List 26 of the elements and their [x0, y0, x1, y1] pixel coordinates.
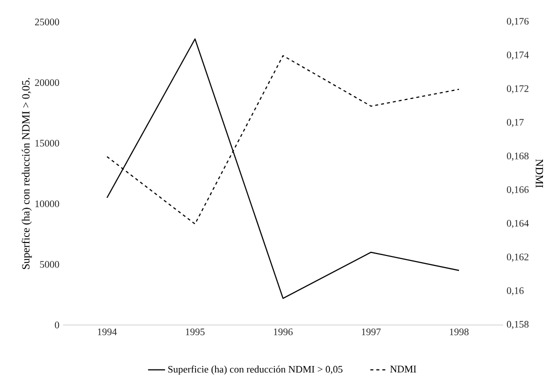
y-tick-label: 25000: [35, 18, 60, 26]
x-tick-label: 1995: [186, 328, 205, 336]
y2-tick-label: 0,168: [506, 152, 529, 161]
x-tick-label: 1994: [98, 328, 117, 336]
y-axis-title: Superfice (ha) con reducción NDMI > 0,05.: [22, 78, 32, 269]
x-tick-label: 1998: [450, 328, 469, 336]
y2-tick-label: 0,174: [506, 52, 529, 60]
legend-label: NDMI: [390, 366, 416, 372]
y-tick-label: 20000: [35, 79, 60, 86]
line-series: [106, 38, 460, 299]
y-tick-label: 10000: [35, 200, 60, 208]
y-tick-label: 15000: [35, 140, 60, 147]
x-tick-label: 1996: [274, 328, 293, 336]
y2-tick-label: 0,158: [506, 320, 529, 330]
y2-tick-label: 0,16: [506, 287, 524, 296]
legend-label: Superficie (ha) con reducción NDMI > 0,05: [168, 366, 342, 375]
y2-tick-label: 0,172: [506, 85, 528, 94]
y2-tick-label: 0,166: [506, 186, 529, 194]
y-tick-label: 0: [54, 322, 60, 328]
y-tick-label: 5000: [40, 261, 60, 268]
y2-tick-label: 0,162: [506, 254, 528, 262]
y2-tick-label: 0,164: [506, 220, 529, 228]
x-tick-label: 1997: [362, 328, 381, 336]
y2-tick-label: 0,176: [506, 18, 529, 26]
y2-axis-title: NDMI: [536, 159, 543, 188]
y2-tick-label: 0,17: [506, 118, 524, 128]
